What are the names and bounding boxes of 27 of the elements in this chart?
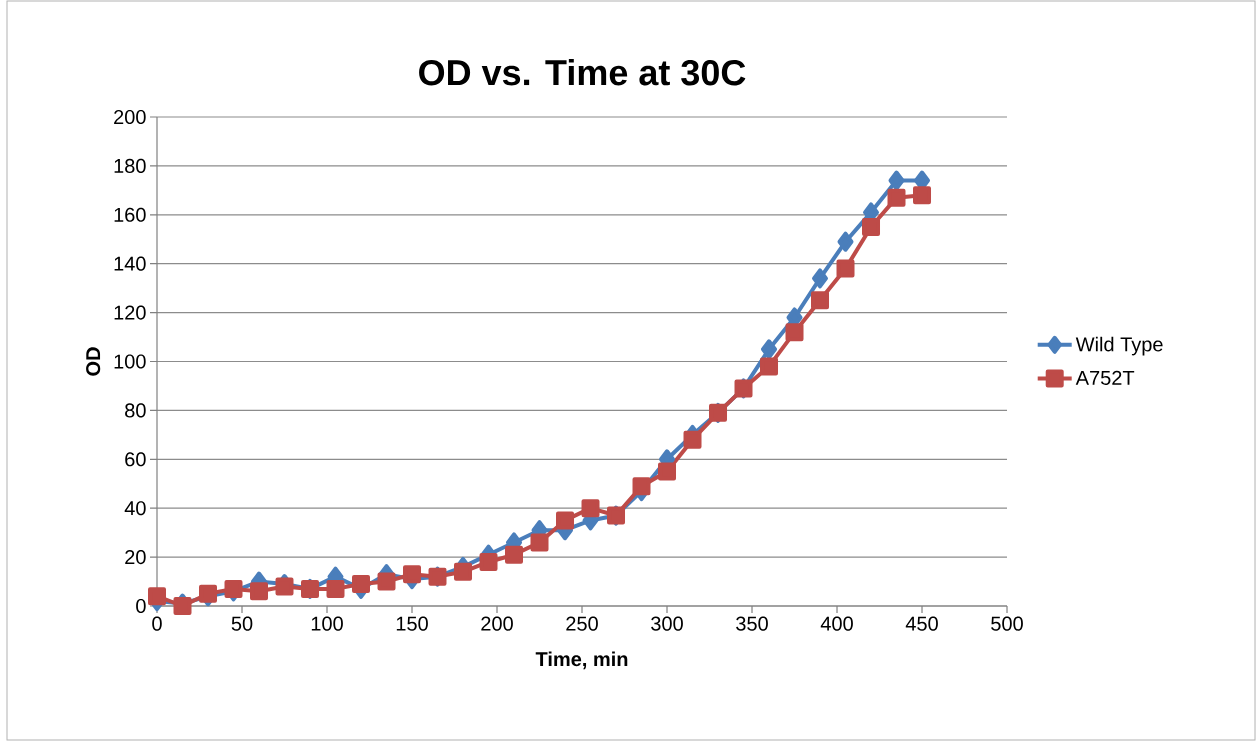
x-tick-label: 450 xyxy=(905,616,938,631)
x-tick-label: 100 xyxy=(311,616,343,631)
y-tick-label: 160 xyxy=(114,207,146,222)
x-tick-label: 400 xyxy=(820,616,853,631)
y-tick-label: 100 xyxy=(114,354,146,369)
y-tick-label: 120 xyxy=(114,305,146,320)
x-tick-label: 350 xyxy=(736,616,768,631)
y-tick-label: 140 xyxy=(114,256,146,271)
x-tick-label: 250 xyxy=(566,616,598,631)
x-tick-label: 0 xyxy=(152,616,162,631)
y-tick-label: 60 xyxy=(125,452,146,467)
x-axis-title: Time, min xyxy=(535,651,628,670)
chart-title: OD vs. Time at 30C xyxy=(419,58,746,86)
x-tick-label: 150 xyxy=(396,616,428,631)
y-axis-title: OD xyxy=(86,347,101,376)
x-tick-label: 500 xyxy=(991,616,1023,631)
y-tick-label: 200 xyxy=(114,109,146,125)
y-tick-label: 0 xyxy=(136,598,146,614)
y-tick-label: 80 xyxy=(125,403,146,418)
x-tick-label: 200 xyxy=(481,616,513,631)
y-tick-label: 20 xyxy=(125,550,146,565)
y-tick-label: 40 xyxy=(124,501,146,516)
x-tick-label: 50 xyxy=(231,616,253,631)
legend-label: A752T xyxy=(1075,370,1135,385)
legend-label: Wild Type xyxy=(1075,336,1163,356)
y-tick-label: 180 xyxy=(114,158,146,173)
x-tick-label: 300 xyxy=(651,616,683,631)
